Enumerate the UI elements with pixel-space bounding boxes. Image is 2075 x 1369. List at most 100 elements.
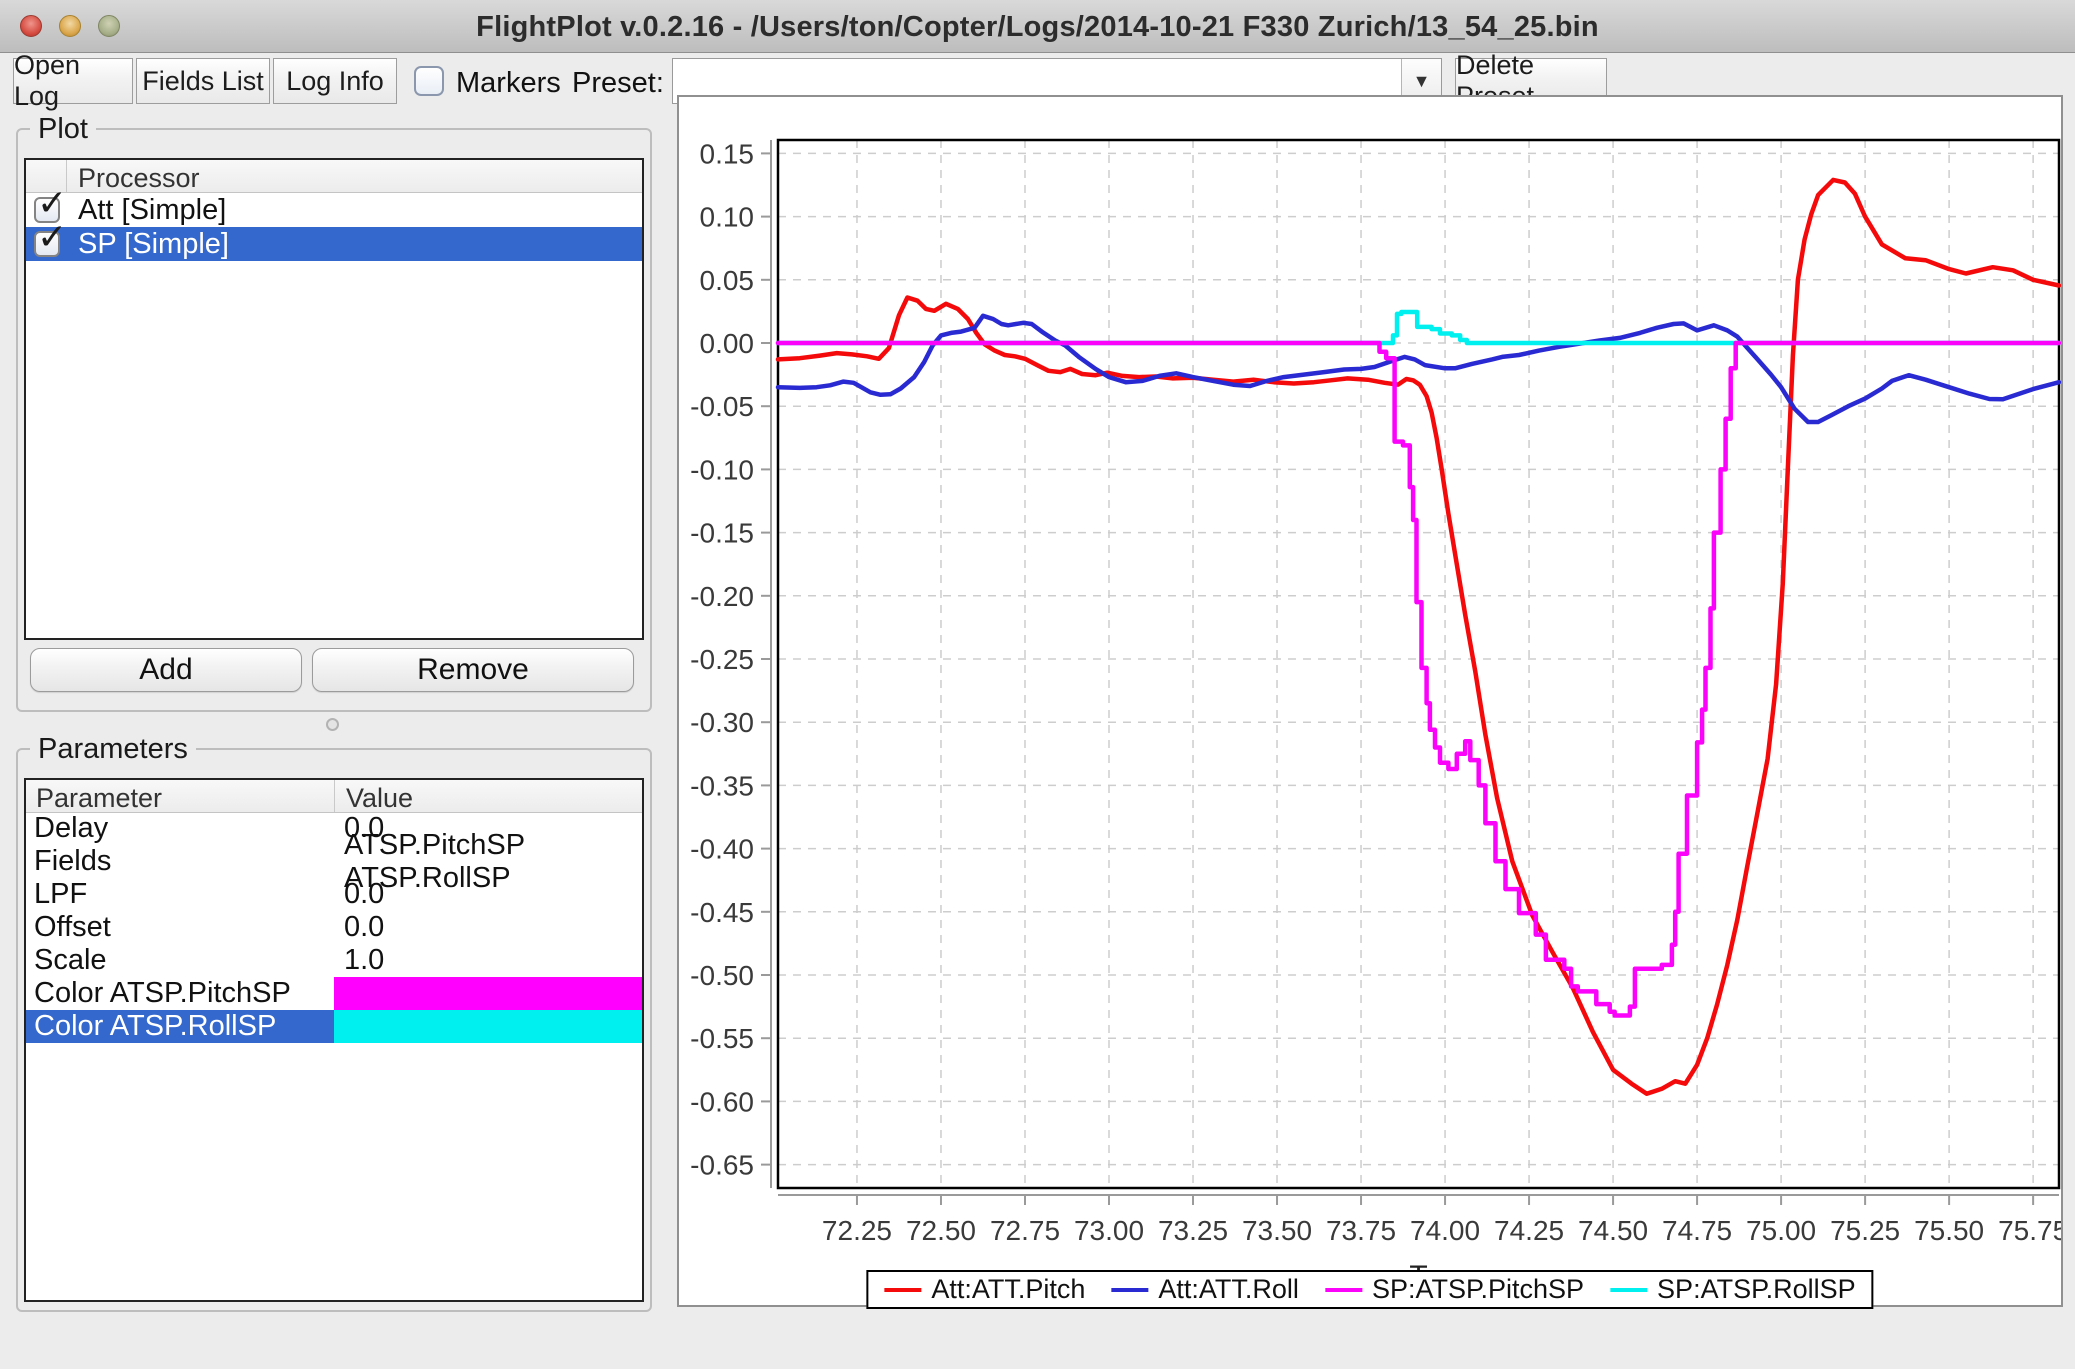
- chart-panel: 0.15 0.10 0.05 0.00 -0.05 -0.10 -0.15 -0.20 -0.2…: [677, 95, 2068, 1309]
- axis-tick-label: 74.75: [1662, 1215, 1732, 1246]
- axis-tick-label: 75.00: [1746, 1215, 1816, 1246]
- plot-groupbox: Plot Processor ✓ Att [Simple] ✓ SP [Simple]…: [16, 113, 652, 712]
- parameter-row[interactable]: Delay 0.0: [26, 812, 642, 845]
- axis-tick-label: 0.05: [700, 265, 755, 296]
- parameter-row[interactable]: Scale 1.0: [26, 944, 642, 977]
- parameter-name: Scale: [34, 944, 107, 976]
- checkmark-icon: ✓: [37, 216, 68, 257]
- legend-line-icon: [884, 1287, 922, 1292]
- parameter-column-header: Parameter: [36, 783, 163, 813]
- color-swatch[interactable]: [334, 977, 642, 1010]
- legend-item: SP:ATSP.PitchSP: [1324, 1274, 1585, 1305]
- color-swatch[interactable]: [334, 1010, 642, 1043]
- open-log-button[interactable]: Open Log: [13, 50, 133, 111]
- add-button[interactable]: Add: [30, 648, 302, 692]
- axis-tick-label: 75.75: [1998, 1215, 2061, 1246]
- parameter-name: LPF: [34, 878, 88, 910]
- title-bar: FlightPlot v.0.2.16 - /Users/ton/Copter/…: [0, 0, 2075, 53]
- log-info-button[interactable]: Log Info: [273, 58, 397, 104]
- axis-tick-label: -0.25: [690, 644, 754, 675]
- axis-tick-label: -0.35: [690, 770, 754, 801]
- processor-label: SP [Simple]: [78, 227, 229, 260]
- processor-column-header: Processor: [78, 163, 200, 193]
- parameter-row[interactable]: Offset 0.0: [26, 911, 642, 944]
- axis-tick-label: -0.65: [690, 1150, 754, 1181]
- processor-row[interactable]: ✓ SP [Simple]: [26, 219, 642, 261]
- checkmark-icon: ✓: [37, 182, 68, 223]
- axis-tick-label: 73.50: [1242, 1215, 1312, 1246]
- axis-tick-label: -0.50: [690, 960, 754, 991]
- value-column-header: Value: [346, 783, 414, 813]
- parameter-row[interactable]: Color ATSP.RollSP: [26, 1010, 642, 1043]
- processor-table[interactable]: Processor ✓ Att [Simple] ✓ SP [Simple]: [24, 158, 644, 640]
- plot-groupbox-title: Plot: [30, 113, 96, 146]
- processor-label: Att [Simple]: [78, 193, 227, 226]
- chart-legend: Att:ATT.Pitch Att:ATT.Roll SP:ATSP.PitchSP…: [866, 1270, 1874, 1309]
- axis-tick-label: 73.75: [1326, 1215, 1396, 1246]
- legend-line-icon: [1111, 1287, 1149, 1292]
- flight-chart[interactable]: 0.15 0.10 0.05 0.00 -0.05 -0.10 -0.15 -0.20 -0.2…: [679, 97, 2068, 1305]
- axis-tick-label: -0.05: [690, 391, 754, 422]
- parameter-name: Color ATSP.RollSP: [26, 1010, 334, 1043]
- axis-tick-label: -0.30: [690, 707, 754, 738]
- legend-line-icon: [1610, 1287, 1648, 1292]
- processor-table-header: Processor: [26, 160, 642, 193]
- series-Att:ATT.Roll: [775, 313, 2062, 425]
- axis-tick-label: 73.25: [1158, 1215, 1228, 1246]
- plot-border: [776, 138, 2061, 1190]
- minimize-window-icon[interactable]: [59, 15, 81, 37]
- axis-tick-label: 0.15: [700, 138, 755, 169]
- axis-tick-label: -0.20: [690, 581, 754, 612]
- parameter-name: Fields: [34, 845, 112, 877]
- legend-label: Att:ATT.Roll: [1158, 1274, 1299, 1304]
- legend-item: Att:ATT.Roll: [1111, 1274, 1299, 1305]
- legend-item: SP:ATSP.RollSP: [1610, 1274, 1856, 1305]
- axis-tick-label: -0.10: [690, 454, 754, 485]
- processor-checkbox[interactable]: ✓: [34, 219, 67, 257]
- parameter-name: Color ATSP.PitchSP: [34, 977, 291, 1009]
- legend-line-icon: [1324, 1287, 1362, 1292]
- parameter-row[interactable]: LPF 0.0: [26, 878, 642, 911]
- parameter-value: ATSP.PitchSP ATSP.RollSP: [344, 828, 525, 894]
- series-SP:ATSP.PitchSP: [775, 340, 2062, 1018]
- chevron-down-icon: ▼: [1412, 70, 1431, 91]
- axis-tick-label: 74.50: [1578, 1215, 1648, 1246]
- axis-tick-label: 0.00: [700, 328, 755, 359]
- window-title: FlightPlot v.0.2.16 - /Users/ton/Copter/…: [476, 11, 1599, 43]
- axis-tick-label: 0.10: [700, 202, 755, 233]
- axis-tick-label: 72.75: [990, 1215, 1060, 1246]
- parameter-row[interactable]: Color ATSP.PitchSP: [26, 977, 642, 1010]
- parameters-groupbox: Parameters Parameter Value Delay 0.0 Field…: [16, 733, 652, 1312]
- fields-list-button[interactable]: Fields List: [136, 58, 270, 104]
- zoom-window-icon[interactable]: [98, 15, 120, 37]
- parameter-value: 0.0: [344, 911, 385, 943]
- processor-checkbox[interactable]: ✓: [34, 185, 67, 223]
- processor-row[interactable]: ✓ Att [Simple]: [26, 185, 642, 227]
- legend-item: Att:ATT.Pitch: [884, 1274, 1085, 1305]
- axis-tick-label: 73.00: [1074, 1215, 1144, 1246]
- axis-tick-label: -0.45: [690, 897, 754, 928]
- series-Att:ATT.Pitch: [775, 177, 2062, 1097]
- close-window-icon[interactable]: [20, 15, 42, 37]
- legend-label: SP:ATSP.PitchSP: [1371, 1274, 1585, 1304]
- series-SP:ATSP.RollSP: [775, 309, 2062, 346]
- parameter-name: Delay: [34, 812, 109, 844]
- parameter-row[interactable]: Fields ATSP.PitchSP ATSP.RollSP: [26, 828, 642, 894]
- markers-checkbox[interactable]: [414, 66, 444, 96]
- axis-tick-label: 75.50: [1914, 1215, 1984, 1246]
- parameters-table-header: Parameter Value: [26, 780, 642, 813]
- axis-tick-label: -0.55: [690, 1023, 754, 1054]
- legend-label: SP:ATSP.RollSP: [1657, 1274, 1856, 1304]
- axis-tick-label: -0.60: [690, 1086, 754, 1117]
- axis-tick-label: 75.25: [1830, 1215, 1900, 1246]
- axis-tick-label: -0.40: [690, 834, 754, 865]
- parameters-groupbox-title: Parameters: [30, 733, 196, 766]
- axis-tick-label: 72.50: [906, 1215, 976, 1246]
- parameter-name: Offset: [34, 911, 111, 943]
- remove-button[interactable]: Remove: [312, 648, 634, 692]
- parameters-table[interactable]: Parameter Value Delay 0.0 Fields ATSP.Pitch…: [24, 778, 644, 1302]
- parameter-value: 0.0: [344, 812, 385, 844]
- legend-label: Att:ATT.Pitch: [931, 1274, 1086, 1304]
- splitter-handle[interactable]: [326, 718, 339, 731]
